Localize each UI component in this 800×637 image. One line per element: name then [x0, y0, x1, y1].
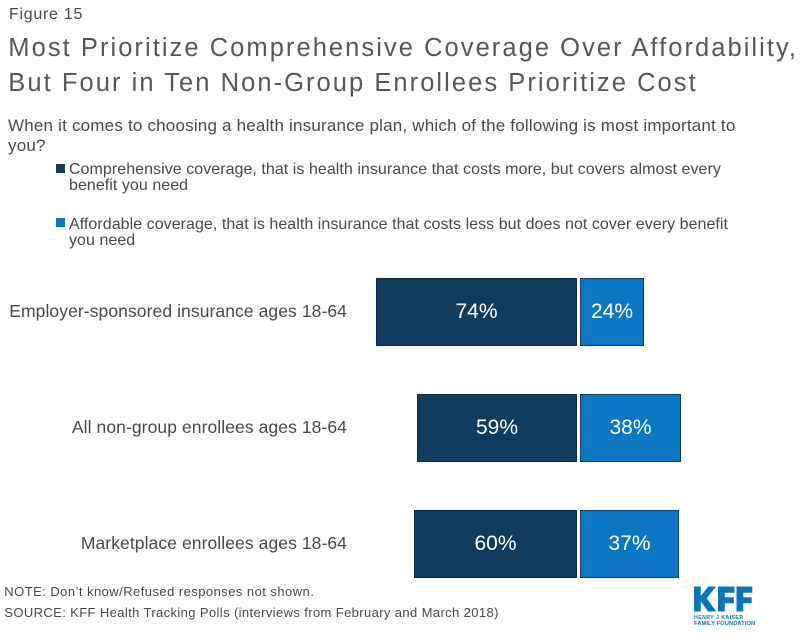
svg-text:HENRY J KAISER: HENRY J KAISER	[694, 615, 744, 621]
svg-text:FAMILY FOUNDATION: FAMILY FOUNDATION	[694, 621, 755, 627]
